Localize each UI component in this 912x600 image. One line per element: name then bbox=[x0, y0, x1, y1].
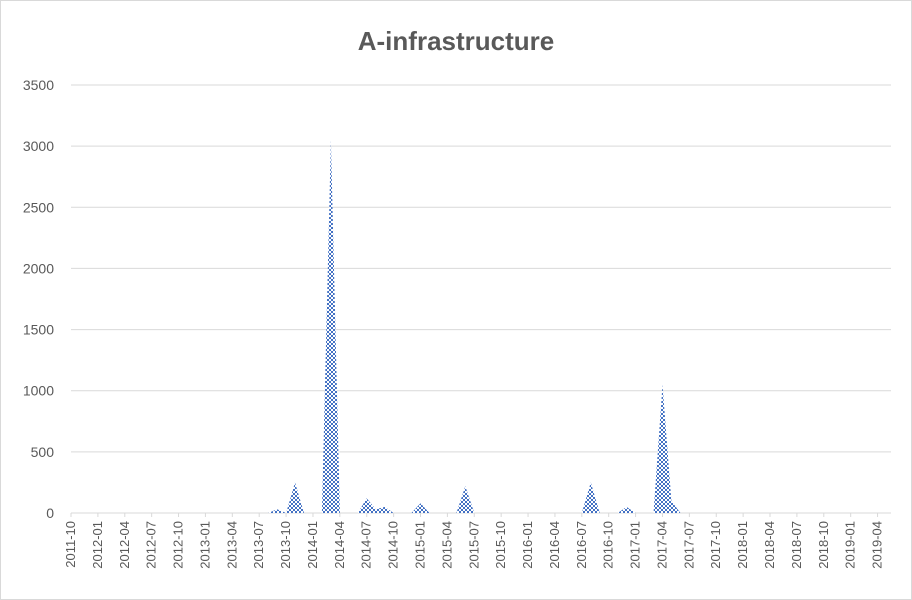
x-tick-label: 2016-07 bbox=[574, 521, 589, 569]
x-tick-label: 2012-07 bbox=[144, 521, 159, 569]
x-tick-label: 2014-04 bbox=[332, 521, 347, 569]
x-tick-label: 2019-04 bbox=[870, 521, 885, 569]
y-tick-label: 2000 bbox=[23, 260, 54, 276]
x-tick-label: 2012-04 bbox=[117, 521, 132, 569]
y-tick-label: 2500 bbox=[23, 199, 54, 215]
x-tick-label: 2012-01 bbox=[90, 521, 105, 569]
x-tick-label: 2011-10 bbox=[63, 521, 78, 568]
x-tick-label: 2018-04 bbox=[762, 521, 777, 569]
x-tick-label: 2019-01 bbox=[843, 521, 858, 569]
x-tick-label: 2014-01 bbox=[305, 521, 320, 569]
x-tick-label: 2017-01 bbox=[628, 521, 643, 569]
x-axis: 2011-10 2012-01 2012-04 2012-07 2012-10 2013-… bbox=[63, 513, 885, 569]
x-tick-label: 2017-07 bbox=[681, 521, 696, 569]
x-tick-label: 2015-07 bbox=[466, 521, 481, 569]
x-tick-label: 2015-01 bbox=[413, 521, 428, 569]
x-tick-label: 2015-10 bbox=[493, 521, 508, 569]
x-tick-label: 2012-10 bbox=[171, 521, 186, 569]
gridlines bbox=[71, 84, 891, 514]
x-tick-label: 2013-07 bbox=[251, 521, 266, 569]
x-tick-label: 2018-01 bbox=[735, 521, 750, 569]
x-tick-label: 2013-10 bbox=[278, 521, 293, 569]
x-tick-label: 2016-04 bbox=[547, 521, 562, 569]
y-tick-label: 3000 bbox=[23, 138, 54, 154]
x-tick-label: 2016-01 bbox=[520, 521, 535, 569]
y-axis: 0 500 1000 1500 2000 2500 3000 3500 bbox=[23, 77, 54, 521]
x-tick-label: 2018-10 bbox=[816, 521, 831, 569]
x-tick-label: 2013-01 bbox=[197, 521, 212, 569]
x-tick-label: 2014-07 bbox=[359, 521, 374, 569]
x-tick-label: 2013-04 bbox=[224, 521, 239, 569]
x-tick-label: 2018-07 bbox=[789, 521, 804, 569]
x-tick-label: 2017-04 bbox=[654, 521, 669, 569]
x-tick-label: 2016-10 bbox=[601, 521, 616, 569]
chart-title: A-infrastructure bbox=[358, 26, 554, 56]
y-tick-label: 0 bbox=[46, 505, 54, 521]
series-area bbox=[71, 140, 896, 513]
x-tick-label: 2015-04 bbox=[439, 521, 454, 569]
x-tick-label: 2017-10 bbox=[708, 521, 723, 569]
y-tick-label: 1000 bbox=[23, 383, 54, 399]
x-tick-label: 2014-10 bbox=[386, 521, 401, 569]
series-area-path bbox=[71, 140, 896, 513]
y-tick-label: 500 bbox=[31, 444, 55, 460]
y-tick-label: 1500 bbox=[23, 322, 54, 338]
y-tick-label: 3500 bbox=[23, 77, 54, 93]
